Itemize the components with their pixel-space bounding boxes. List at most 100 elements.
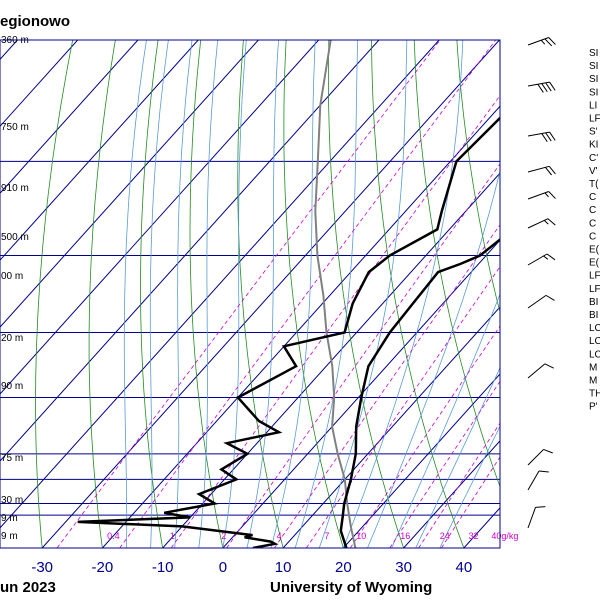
index-name: KI xyxy=(589,140,598,151)
index-name: C xyxy=(589,218,596,229)
wind-barb-flag xyxy=(541,83,548,93)
dry-adiabat xyxy=(456,40,500,314)
temperature-tick-label: 0 xyxy=(219,559,227,576)
dry-adiabat xyxy=(371,40,465,548)
wind-barb-staff xyxy=(527,165,550,173)
isotherm-line xyxy=(0,40,440,529)
profiles xyxy=(77,40,500,548)
index-name: LI xyxy=(589,100,597,111)
wind-barb xyxy=(527,81,556,93)
height-label: 30 m xyxy=(1,495,23,506)
index-name: BI xyxy=(589,297,598,308)
wind-barb xyxy=(527,37,556,47)
temperature-tick-label: 40 xyxy=(456,559,473,576)
mixing-ratio-line xyxy=(56,40,441,548)
wind-barb-flag xyxy=(537,83,544,93)
index-name: C' xyxy=(589,153,598,164)
temperature-tick-label: 10 xyxy=(275,559,292,576)
temperature-tick-label: -20 xyxy=(92,559,114,576)
parcel-path-line xyxy=(314,40,357,548)
isotherm-line xyxy=(403,440,500,548)
index-name: E( xyxy=(589,245,600,256)
index-name: LF xyxy=(589,271,600,282)
isotherm-line xyxy=(102,105,500,548)
wind-barb-flag xyxy=(545,132,552,142)
isotherm-line xyxy=(0,40,139,194)
isotherm-line xyxy=(0,40,79,128)
wind-barbs xyxy=(527,37,556,529)
dry-adiabat xyxy=(189,40,224,548)
mixing-ratio-label: 24 xyxy=(440,531,450,541)
wind-barb-half-flag xyxy=(543,255,549,260)
temperature-tick-label: 20 xyxy=(335,559,352,576)
mixing-ratio-line xyxy=(274,224,500,548)
mixing-ratio-line xyxy=(441,456,500,548)
moist-adiabat xyxy=(270,40,316,548)
wind-barb-flag xyxy=(544,363,554,369)
mixing-ratio-line xyxy=(119,40,497,548)
wind-barb-staff xyxy=(527,191,549,200)
wind-barb-flag xyxy=(549,131,556,141)
mixing-ratio-label: 10 xyxy=(356,531,366,541)
wind-barb-half-flag xyxy=(543,220,549,225)
dewpoint-profile-line xyxy=(77,116,500,548)
isotherm-line xyxy=(41,40,500,548)
wind-barb-flag xyxy=(544,167,552,176)
moist-adiabat xyxy=(123,40,147,548)
grid-lines xyxy=(0,40,500,548)
date-label: un 2023 xyxy=(0,579,56,596)
wind-barb xyxy=(527,506,546,529)
wind-barb-flag xyxy=(548,37,556,45)
mixing-ratio-line xyxy=(226,163,500,548)
height-label: 750 m xyxy=(1,122,29,133)
index-name: M xyxy=(589,362,597,373)
mixing-ratio-line xyxy=(349,325,500,548)
moist-adiabat xyxy=(149,40,169,548)
wind-barb xyxy=(527,470,549,491)
wind-barb xyxy=(527,294,555,309)
index-name: P' xyxy=(589,402,598,413)
credit-label: University of Wyoming xyxy=(270,579,432,596)
wind-barb xyxy=(527,253,556,266)
isotherm-line xyxy=(463,507,500,548)
wind-barb-flag xyxy=(548,165,556,175)
index-name: SI xyxy=(589,87,598,98)
isotherm-line xyxy=(282,306,500,548)
index-name: T( xyxy=(589,179,599,190)
station-title: egionowo xyxy=(0,13,70,30)
index-name: S' xyxy=(589,127,598,138)
dry-adiabat xyxy=(35,40,74,548)
dry-adiabat xyxy=(413,40,500,488)
moist-adiabat xyxy=(174,40,193,548)
isotherm-line xyxy=(343,373,500,548)
dry-adiabat xyxy=(140,40,164,548)
wind-barb-staff xyxy=(527,507,536,529)
index-name: C xyxy=(589,231,596,242)
moist-adiabat xyxy=(415,366,500,548)
wind-barb xyxy=(527,131,556,143)
mixing-ratio-line xyxy=(305,266,500,548)
wind-barb-flag xyxy=(535,506,546,508)
index-name: TH xyxy=(589,389,600,400)
index-name: E( xyxy=(589,258,600,269)
moist-adiabat xyxy=(294,40,359,548)
index-name: LC xyxy=(589,323,600,334)
wind-barb xyxy=(527,165,556,176)
temperature-tick-label: -10 xyxy=(152,559,174,576)
index-name: SI xyxy=(589,61,598,72)
index-name: LF xyxy=(589,114,600,125)
index-name: BI xyxy=(589,310,598,321)
isotherm-line xyxy=(162,172,500,548)
mixing-ratio-line xyxy=(418,422,500,548)
temperature-tick-label: -30 xyxy=(31,559,53,576)
height-label: 90 m xyxy=(1,381,23,392)
height-label: 500 m xyxy=(1,232,29,243)
dry-adiabat xyxy=(328,40,404,548)
wind-barb-flag xyxy=(545,294,555,301)
wind-barb-half-flag xyxy=(544,192,549,198)
mixing-ratio-label: 2 xyxy=(221,531,226,541)
mixing-ratio-label: 0.4 xyxy=(107,531,120,541)
wind-barb-staff xyxy=(527,294,547,309)
